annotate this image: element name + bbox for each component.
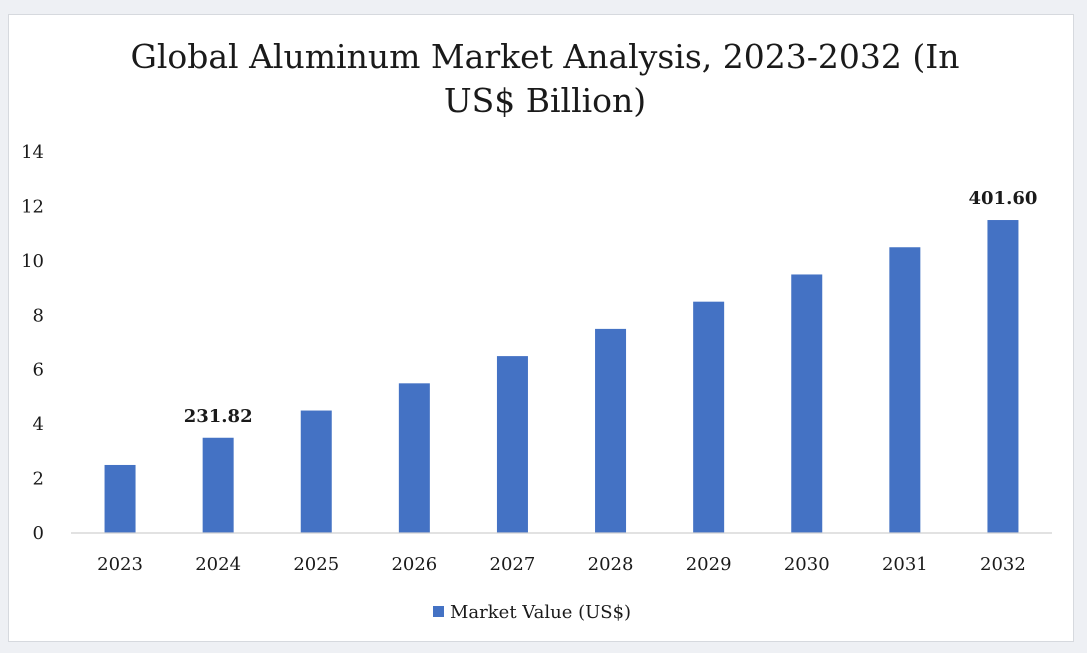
bar (595, 328, 627, 533)
chart-title-line-2: US$ Billion) (444, 81, 646, 120)
data-label: 401.60 (969, 188, 1038, 209)
chart-title-line-1: Global Aluminum Market Analysis, 2023-20… (130, 37, 959, 76)
x-tick-label: 2023 (97, 554, 143, 575)
x-tick-label: 2026 (391, 554, 437, 575)
bar (202, 437, 234, 533)
bar (496, 356, 528, 533)
x-tick-label: 2031 (882, 554, 928, 575)
bar (398, 383, 430, 533)
x-tick-label: 2027 (490, 554, 536, 575)
y-tick-label: 4 (33, 414, 44, 435)
x-tick-label: 2032 (980, 554, 1026, 575)
legend-swatch (433, 606, 444, 617)
x-tick-label: 2030 (784, 554, 830, 575)
bars (104, 220, 1019, 534)
y-tick-label: 6 (33, 360, 44, 381)
y-tick-label: 12 (21, 196, 44, 217)
bar (104, 464, 136, 533)
y-tick-label: 2 (33, 469, 44, 490)
x-tick-label: 2025 (293, 554, 339, 575)
y-tick-label: 8 (33, 305, 44, 326)
bar (889, 247, 921, 533)
data-label: 231.82 (184, 406, 253, 427)
bar (987, 220, 1019, 534)
legend-label: Market Value (US$) (450, 602, 631, 623)
x-tick-label: 2029 (686, 554, 732, 575)
x-tick-label: 2028 (588, 554, 634, 575)
y-axis-ticks: 0 2 4 6 8 10 12 14 (21, 142, 44, 544)
bar (693, 301, 725, 533)
x-tick-label: 2024 (195, 554, 241, 575)
y-tick-label: 14 (21, 142, 44, 163)
y-tick-label: 0 (33, 523, 44, 544)
bar (791, 274, 823, 533)
bar (300, 410, 332, 533)
data-labels: 231.82 401.60 (184, 188, 1038, 427)
x-axis-ticks: 2023 2024 2025 2026 2027 2028 2029 2030 2031 2032 (97, 554, 1026, 575)
y-tick-label: 10 (21, 251, 44, 272)
legend: Market Value (US$) (433, 602, 631, 623)
